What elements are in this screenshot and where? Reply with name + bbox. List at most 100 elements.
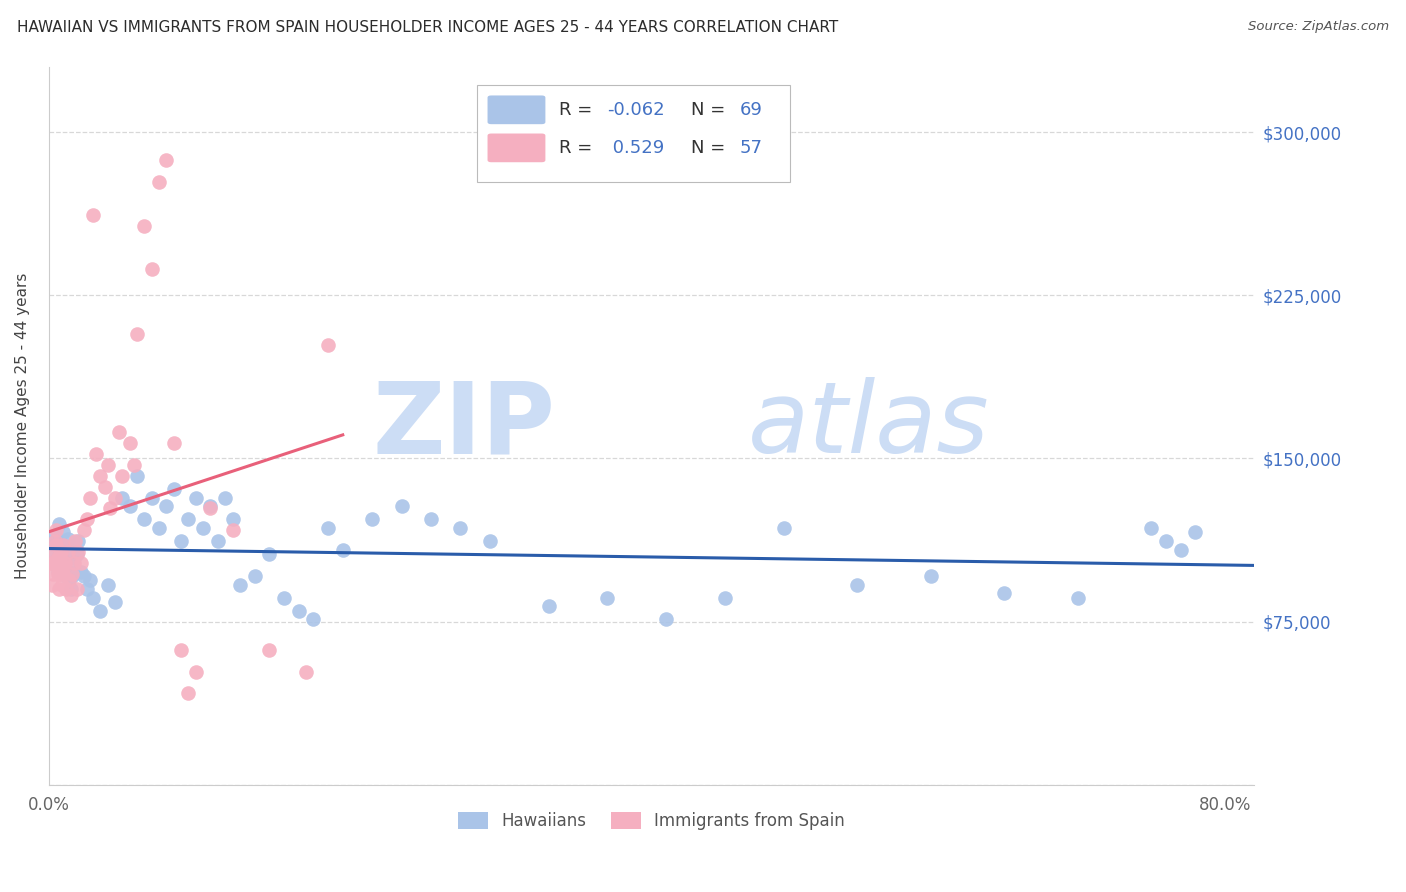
Point [287,604,309,618]
Point [141,262,163,277]
Text: -0.062: -0.062 [607,101,665,119]
Text: R =: R = [558,139,598,157]
Point [108,425,131,440]
Point [177,512,200,526]
Point [1140,521,1163,535]
Point [59,589,82,603]
Y-axis label: Householder Income Ages 25 - 44 years: Householder Income Ages 25 - 44 years [15,273,30,579]
Point [229,577,252,591]
Point [537,599,560,614]
Point [273,591,295,605]
Point [82,208,104,222]
Point [302,612,325,626]
Point [44,527,66,541]
Point [1067,591,1090,605]
Text: 57: 57 [740,139,762,157]
Point [1154,534,1177,549]
Point [66,582,89,596]
Point [184,491,207,505]
Point [51,562,73,576]
Point [361,512,384,526]
Point [79,573,101,587]
Point [163,436,186,450]
Point [49,556,72,570]
Point [104,491,127,505]
Point [42,556,65,570]
Point [89,604,111,618]
Point [76,582,98,596]
Point [62,556,84,570]
Point [1184,525,1206,540]
Point [170,534,193,549]
Point [58,542,80,557]
Point [52,538,75,552]
Point [134,219,156,233]
Point [163,482,186,496]
Point [295,665,318,679]
Point [100,501,122,516]
Point [52,525,75,540]
Point [200,500,222,514]
Point [111,468,134,483]
Point [51,577,73,591]
Point [316,521,339,535]
Point [125,468,148,483]
Point [56,532,79,546]
Point [221,512,243,526]
Text: 0.529: 0.529 [607,139,664,157]
Point [93,480,115,494]
Point [155,153,177,168]
Point [141,491,163,505]
Point [41,577,63,591]
Point [920,569,942,583]
Point [46,551,69,566]
Point [45,534,67,549]
Point [200,501,222,516]
Point [39,556,62,570]
Point [48,566,70,581]
Text: R =: R = [558,101,598,119]
Point [214,491,236,505]
Point [191,521,214,535]
Point [316,338,339,352]
Point [118,436,141,450]
Point [53,556,76,570]
Text: Source: ZipAtlas.com: Source: ZipAtlas.com [1249,20,1389,33]
Point [63,534,86,549]
Point [170,643,193,657]
Text: N =: N = [692,139,731,157]
Point [84,447,107,461]
Point [44,534,66,549]
Point [48,582,70,596]
Point [49,545,72,559]
Point [67,534,90,549]
Point [104,595,127,609]
Text: N =: N = [692,101,731,119]
Point [58,573,80,587]
Point [60,566,83,581]
Point [44,545,66,559]
Point [82,591,104,605]
Point [714,591,737,605]
Point [391,500,413,514]
Point [76,512,98,526]
Point [993,586,1015,600]
Point [45,538,67,552]
Point [73,569,96,583]
Point [49,547,72,561]
Point [55,582,77,596]
Point [55,569,77,583]
Text: atlas: atlas [748,377,990,475]
Point [177,686,200,700]
Point [46,566,69,581]
Point [89,468,111,483]
Point [221,523,243,537]
Point [42,556,65,570]
Point [478,534,501,549]
Point [48,516,70,531]
Point [259,547,281,561]
Point [125,327,148,342]
Text: HAWAIIAN VS IMMIGRANTS FROM SPAIN HOUSEHOLDER INCOME AGES 25 - 44 YEARS CORRELAT: HAWAIIAN VS IMMIGRANTS FROM SPAIN HOUSEH… [17,20,838,35]
Text: 69: 69 [740,101,762,119]
Point [772,521,794,535]
